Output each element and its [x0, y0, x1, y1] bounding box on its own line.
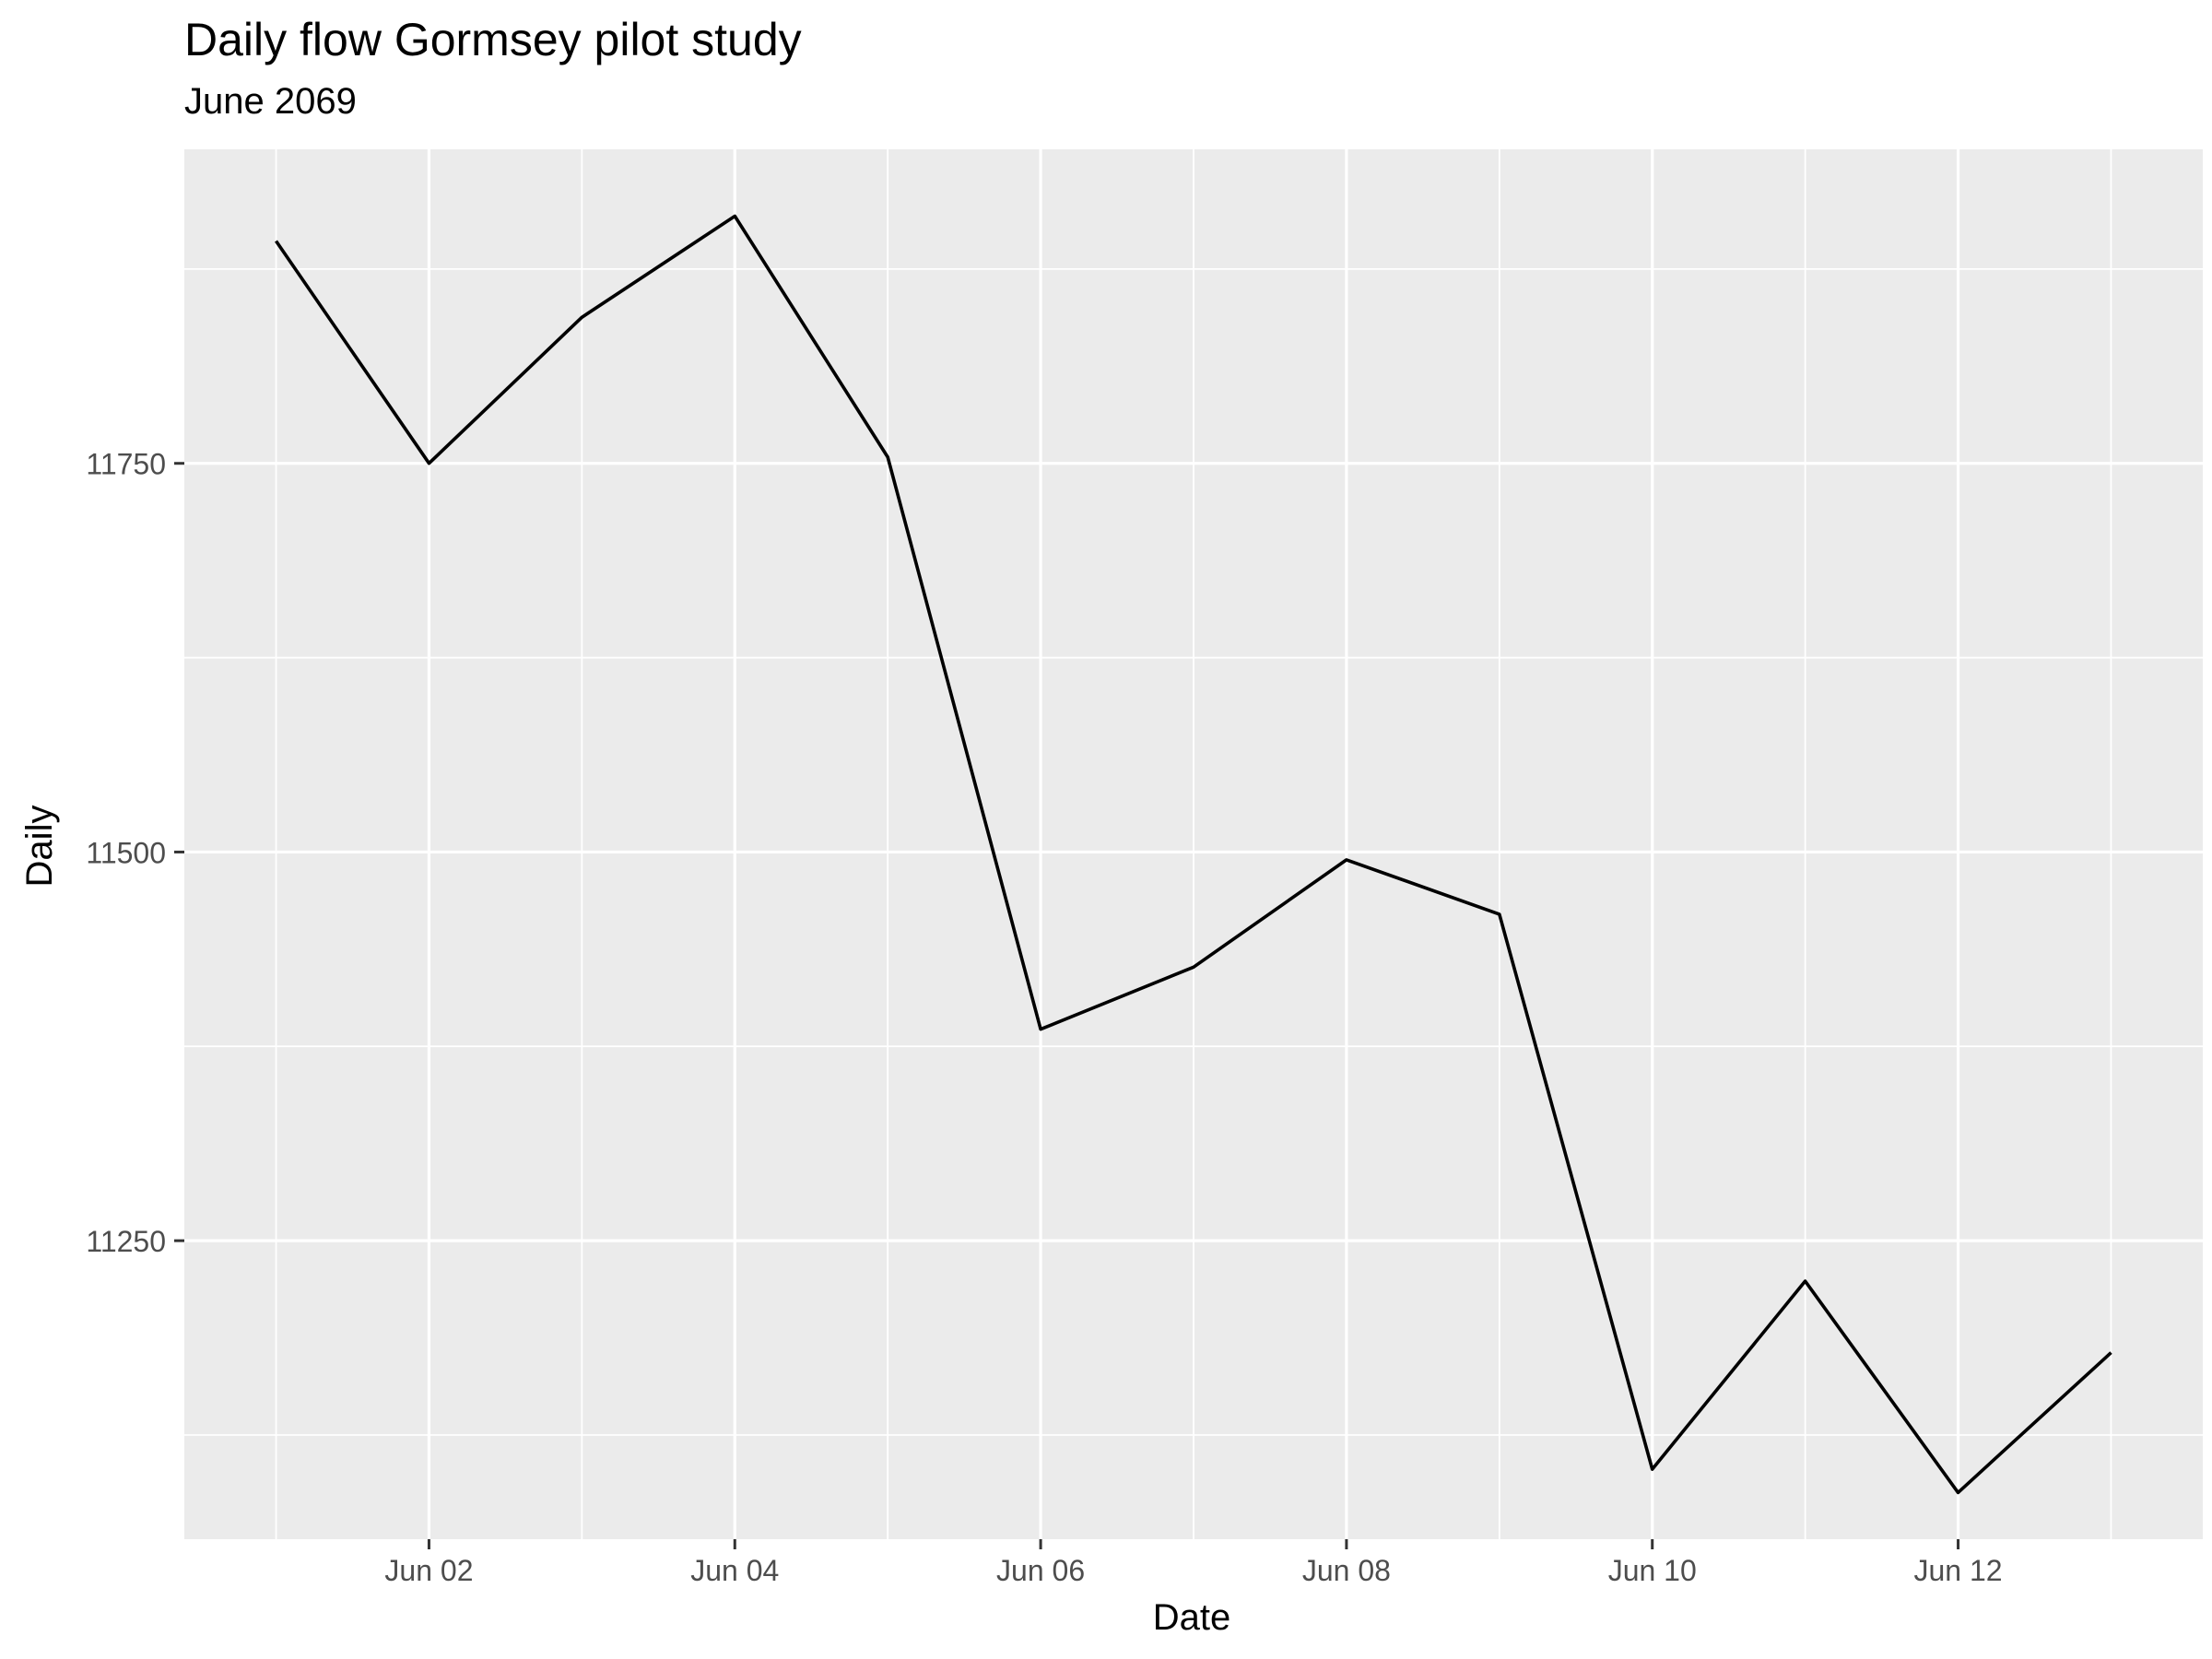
y-tick-label: 11500 — [86, 836, 166, 869]
x-tick-label: Jun 10 — [1608, 1554, 1697, 1587]
series-line — [275, 214, 2112, 1495]
y-tick-label: 11250 — [86, 1225, 166, 1258]
y-axis-title: Daily — [19, 806, 60, 888]
y-tick-label: 11750 — [86, 448, 166, 481]
x-tick-label: Jun 08 — [1302, 1554, 1391, 1587]
chart-subtitle: June 2069 — [184, 81, 357, 122]
x-axis-title: Date — [1153, 1597, 1231, 1638]
x-tick-label: Jun 02 — [384, 1554, 473, 1587]
chart-title: Daily flow Gormsey pilot study — [184, 14, 802, 65]
x-tick-label: Jun 06 — [996, 1554, 1085, 1587]
x-tick-label: Jun 04 — [690, 1554, 779, 1587]
x-tick-label: Jun 12 — [1914, 1554, 2003, 1587]
